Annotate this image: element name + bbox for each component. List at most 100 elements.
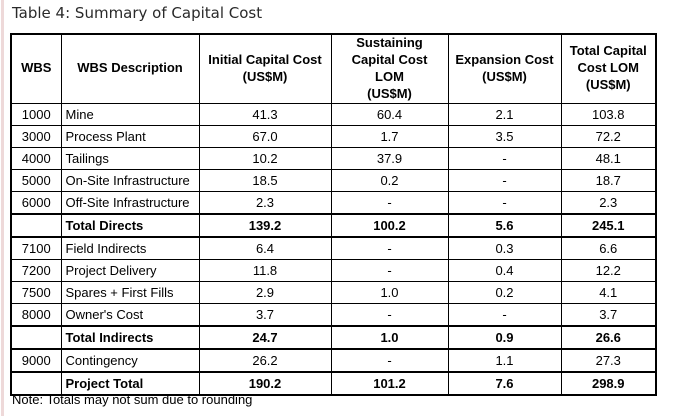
cell-expansion-cost: 2.1 — [447, 102, 562, 126]
page-edge-strip — [1, 0, 4, 416]
col-header-sustaining-capital: Sustaining Capital Cost LOM (US$M) — [330, 33, 449, 104]
cell-total-capital: 6.6 — [560, 236, 657, 260]
col-header-total-capital: Total Capital Cost LOM (US$M) — [560, 33, 657, 104]
cell-wbs — [10, 370, 62, 396]
col-header-wbs: WBS — [10, 33, 62, 104]
table-body: 1000 Mine 41.3 60.4 2.1 103.8 3000 Process Plan… — [10, 102, 657, 396]
cell-initial-capital: 26.2 — [198, 348, 332, 373]
col-header-expansion-cost: Expansion Cost (US$M) — [447, 33, 562, 104]
table-header: WBS WBS Description Initial Capital Cost… — [10, 33, 657, 104]
cell-sustaining-capital: - — [330, 258, 449, 282]
cell-description: Project Delivery — [60, 258, 200, 282]
cell-wbs: 1000 — [10, 102, 62, 126]
cell-description: Total Directs — [60, 212, 200, 238]
total-row: Project Total 190.2 101.2 7.6 298.9 — [10, 370, 657, 396]
cell-description: Spares + First Fills — [60, 280, 200, 304]
cell-sustaining-capital: 60.4 — [330, 102, 449, 126]
cell-initial-capital: 67.0 — [198, 124, 332, 148]
table-row: 4000 Tailings 10.2 37.9-48.1 — [10, 146, 657, 170]
cell-sustaining-capital: - — [330, 236, 449, 260]
cell-sustaining-capital: 0.2 — [330, 168, 449, 192]
cell-description: Contingency — [60, 348, 200, 373]
cell-wbs: 5000 — [10, 168, 62, 192]
cell-initial-capital: 3.7 — [198, 302, 332, 327]
cell-initial-capital: 139.2 — [198, 212, 332, 238]
cell-wbs: 7500 — [10, 280, 62, 304]
cell-sustaining-capital: 101.2 — [330, 370, 449, 396]
cell-description: On-Site Infrastructure — [60, 168, 200, 192]
cell-expansion-cost: - — [447, 190, 562, 215]
cell-expansion-cost: 0.3 — [447, 236, 562, 260]
table-row: 8000 Owner's Cost 3.7- -3.7 — [10, 302, 657, 327]
cell-expansion-cost: 0.9 — [447, 324, 562, 350]
cell-initial-capital: 2.3 — [198, 190, 332, 215]
cell-description: Field Indirects — [60, 236, 200, 260]
cell-wbs — [10, 324, 62, 350]
cell-description: Owner's Cost — [60, 302, 200, 327]
cell-expansion-cost: - — [447, 302, 562, 327]
table-row: 1000 Mine 41.3 60.4 2.1 103.8 — [10, 102, 657, 126]
cell-total-capital: 4.1 — [560, 280, 657, 304]
cell-wbs: 3000 — [10, 124, 62, 148]
total-row: Total Directs 139.2 100.2 5.6 245.1 — [10, 212, 657, 238]
table-row: 7500 Spares + First Fills 2.9 1.0 0.2 4.1 — [10, 280, 657, 304]
cell-expansion-cost: 1.1 — [447, 348, 562, 373]
cell-sustaining-capital: 1.7 — [330, 124, 449, 148]
cell-wbs: 6000 — [10, 190, 62, 215]
col-header-wbs-description: WBS Description — [60, 33, 200, 104]
cell-total-capital: 245.1 — [560, 212, 657, 238]
cell-initial-capital: 41.3 — [198, 102, 332, 126]
cell-initial-capital: 18.5 — [198, 168, 332, 192]
table-row: 7200 Project Delivery 11.8-0.4 12.2 — [10, 258, 657, 282]
cell-total-capital: 27.3 — [560, 348, 657, 373]
cell-total-capital: 12.2 — [560, 258, 657, 282]
cell-wbs: 7200 — [10, 258, 62, 282]
cell-expansion-cost: 7.6 — [447, 370, 562, 396]
cell-description: Mine — [60, 102, 200, 126]
cell-wbs: 8000 — [10, 302, 62, 327]
cell-initial-capital: 6.4 — [198, 236, 332, 260]
cell-expansion-cost: 0.4 — [447, 258, 562, 282]
table-row: 5000 On-Site Infrastructure 18.5 0.2-18.7 — [10, 168, 657, 192]
cell-sustaining-capital: 100.2 — [330, 212, 449, 238]
header-row: WBS WBS Description Initial Capital Cost… — [10, 33, 657, 104]
table-row: 3000 Process Plant 67.0 1.7 3.5 72.2 — [10, 124, 657, 148]
cell-wbs: 7100 — [10, 236, 62, 260]
table-row: 9000 Contingency 26.2-1.1 27.3 — [10, 348, 657, 373]
cell-sustaining-capital: 37.9 — [330, 146, 449, 170]
cell-total-capital: 26.6 — [560, 324, 657, 350]
cell-total-capital: 2.3 — [560, 190, 657, 215]
cell-sustaining-capital: - — [330, 302, 449, 327]
cell-expansion-cost: 5.6 — [447, 212, 562, 238]
cell-description: Total Indirects — [60, 324, 200, 350]
cell-description: Tailings — [60, 146, 200, 170]
cell-total-capital: 3.7 — [560, 302, 657, 327]
cell-total-capital: 103.8 — [560, 102, 657, 126]
cell-initial-capital: 24.7 — [198, 324, 332, 350]
cell-initial-capital: 11.8 — [198, 258, 332, 282]
cell-sustaining-capital: 1.0 — [330, 324, 449, 350]
cell-total-capital: 48.1 — [560, 146, 657, 170]
cell-expansion-cost: - — [447, 146, 562, 170]
capital-cost-table: WBS WBS Description Initial Capital Cost… — [10, 33, 657, 396]
table-row: 6000 Off-Site Infrastructure 2.3- -2.3 — [10, 190, 657, 215]
cell-total-capital: 298.9 — [560, 370, 657, 396]
cell-initial-capital: 2.9 — [198, 280, 332, 304]
cell-description: Process Plant — [60, 124, 200, 148]
cell-sustaining-capital: - — [330, 190, 449, 215]
cell-wbs — [10, 212, 62, 238]
cell-expansion-cost: - — [447, 168, 562, 192]
table-caption: Table 4: Summary of Capital Cost — [12, 4, 263, 22]
cell-total-capital: 72.2 — [560, 124, 657, 148]
cell-wbs: 9000 — [10, 348, 62, 373]
cell-expansion-cost: 0.2 — [447, 280, 562, 304]
cell-total-capital: 18.7 — [560, 168, 657, 192]
table-row: 7100 Field Indirects 6.4-0.3 6.6 — [10, 236, 657, 260]
total-row: Total Indirects 24.7 1.0 0.9 26.6 — [10, 324, 657, 350]
col-header-initial-capital: Initial Capital Cost (US$M) — [198, 33, 332, 104]
cell-sustaining-capital: 1.0 — [330, 280, 449, 304]
cell-wbs: 4000 — [10, 146, 62, 170]
cell-expansion-cost: 3.5 — [447, 124, 562, 148]
cell-description: Off-Site Infrastructure — [60, 190, 200, 215]
